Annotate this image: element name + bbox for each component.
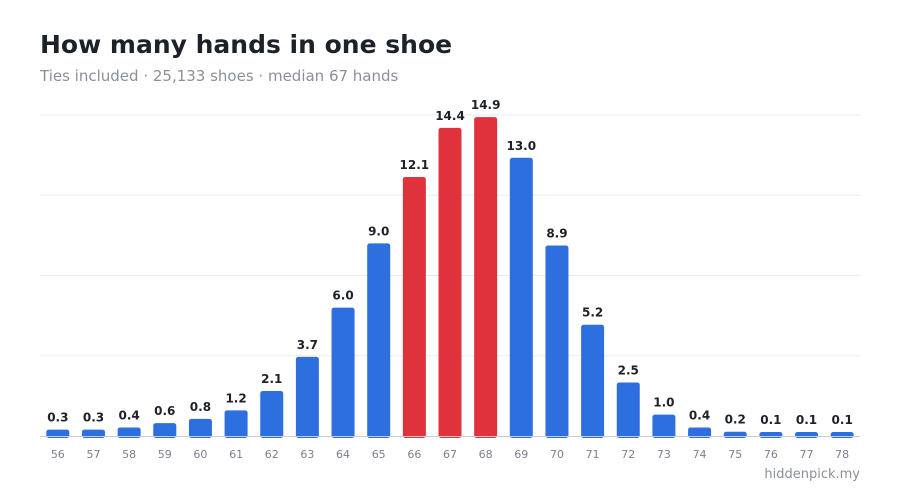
value-label-66: 12.1 bbox=[400, 158, 430, 172]
bar-69 bbox=[509, 157, 533, 439]
value-label-75: 0.2 bbox=[725, 413, 746, 427]
x-tick-label-74: 74 bbox=[693, 448, 707, 461]
x-tick-label-78: 78 bbox=[835, 448, 849, 461]
bar-59 bbox=[153, 423, 177, 438]
value-label-71: 5.2 bbox=[582, 306, 603, 320]
value-label-78: 0.1 bbox=[832, 413, 853, 427]
x-tick-label-67: 67 bbox=[443, 448, 457, 461]
x-tick-label-77: 77 bbox=[800, 448, 814, 461]
x-tick-label-62: 62 bbox=[265, 448, 279, 461]
x-tick-label-56: 56 bbox=[51, 448, 65, 461]
bar-63 bbox=[295, 356, 319, 438]
chart-subtitle: Ties included · 25,133 shoes · median 67… bbox=[40, 67, 399, 85]
value-label-73: 1.0 bbox=[653, 396, 674, 410]
value-label-56: 0.3 bbox=[47, 411, 68, 425]
bar-67 bbox=[438, 127, 462, 438]
bar-70 bbox=[545, 245, 569, 438]
bar-76 bbox=[759, 432, 783, 438]
bar-56 bbox=[46, 429, 70, 438]
bar-75 bbox=[723, 431, 747, 438]
x-tick-label-72: 72 bbox=[621, 448, 635, 461]
value-label-58: 0.4 bbox=[118, 408, 139, 422]
bar-73 bbox=[652, 414, 676, 438]
x-tick-label-66: 66 bbox=[407, 448, 421, 461]
bar-65 bbox=[367, 243, 391, 438]
value-labels: 0.3 0.3 0.4 0.6 0.8 1.2 2.1 3.7 6.0 9.0 12.1 14.4 14… bbox=[47, 98, 853, 427]
value-label-60: 0.8 bbox=[190, 400, 211, 414]
bar-74 bbox=[688, 427, 712, 438]
x-tick-label-59: 59 bbox=[158, 448, 172, 461]
value-label-62: 2.1 bbox=[261, 372, 282, 386]
value-label-74: 0.4 bbox=[689, 408, 710, 422]
bar-68 bbox=[474, 117, 498, 438]
value-label-69: 13.0 bbox=[506, 139, 536, 153]
x-tick-label-58: 58 bbox=[122, 448, 136, 461]
value-label-76: 0.1 bbox=[760, 413, 781, 427]
value-label-65: 9.0 bbox=[368, 224, 389, 238]
x-tick-label-75: 75 bbox=[728, 448, 742, 461]
value-label-70: 8.9 bbox=[546, 227, 567, 241]
x-tick-label-63: 63 bbox=[300, 448, 314, 461]
bar-61 bbox=[224, 410, 248, 438]
bar-71 bbox=[581, 324, 605, 438]
value-label-61: 1.2 bbox=[225, 391, 246, 405]
x-tick-label-65: 65 bbox=[372, 448, 386, 461]
source-watermark: hiddenpick.my bbox=[764, 467, 860, 482]
bar-57 bbox=[81, 429, 105, 438]
value-label-57: 0.3 bbox=[83, 411, 104, 425]
bar-64 bbox=[331, 307, 355, 438]
value-label-77: 0.1 bbox=[796, 413, 817, 427]
bar-60 bbox=[188, 418, 212, 438]
value-label-68: 14.9 bbox=[471, 98, 501, 112]
x-tick-label-76: 76 bbox=[764, 448, 778, 461]
x-tick-label-70: 70 bbox=[550, 448, 564, 461]
chart-title: How many hands in one shoe bbox=[40, 30, 453, 59]
bar-62 bbox=[260, 391, 284, 438]
bar-78 bbox=[830, 432, 854, 438]
x-tick-label-60: 60 bbox=[193, 448, 207, 461]
x-tick-label-68: 68 bbox=[479, 448, 493, 461]
value-label-63: 3.7 bbox=[297, 338, 318, 352]
x-axis-tick-labels: 56 57 58 59 60 61 62 63 64 65 66 67 68 69 70 71 72 73 74 75… bbox=[51, 448, 849, 461]
x-tick-label-61: 61 bbox=[229, 448, 243, 461]
x-tick-label-69: 69 bbox=[514, 448, 528, 461]
x-tick-label-71: 71 bbox=[586, 448, 600, 461]
value-label-67: 14.4 bbox=[435, 109, 465, 123]
x-tick-label-64: 64 bbox=[336, 448, 350, 461]
bar-58 bbox=[117, 427, 141, 438]
value-label-64: 6.0 bbox=[332, 289, 353, 303]
x-tick-label-57: 57 bbox=[86, 448, 100, 461]
bars bbox=[46, 117, 854, 439]
bar-72 bbox=[616, 382, 640, 438]
value-label-72: 2.5 bbox=[618, 364, 639, 378]
bar-77 bbox=[795, 432, 819, 438]
x-tick-label-73: 73 bbox=[657, 448, 671, 461]
value-label-59: 0.6 bbox=[154, 404, 175, 418]
bar-66 bbox=[402, 177, 426, 438]
